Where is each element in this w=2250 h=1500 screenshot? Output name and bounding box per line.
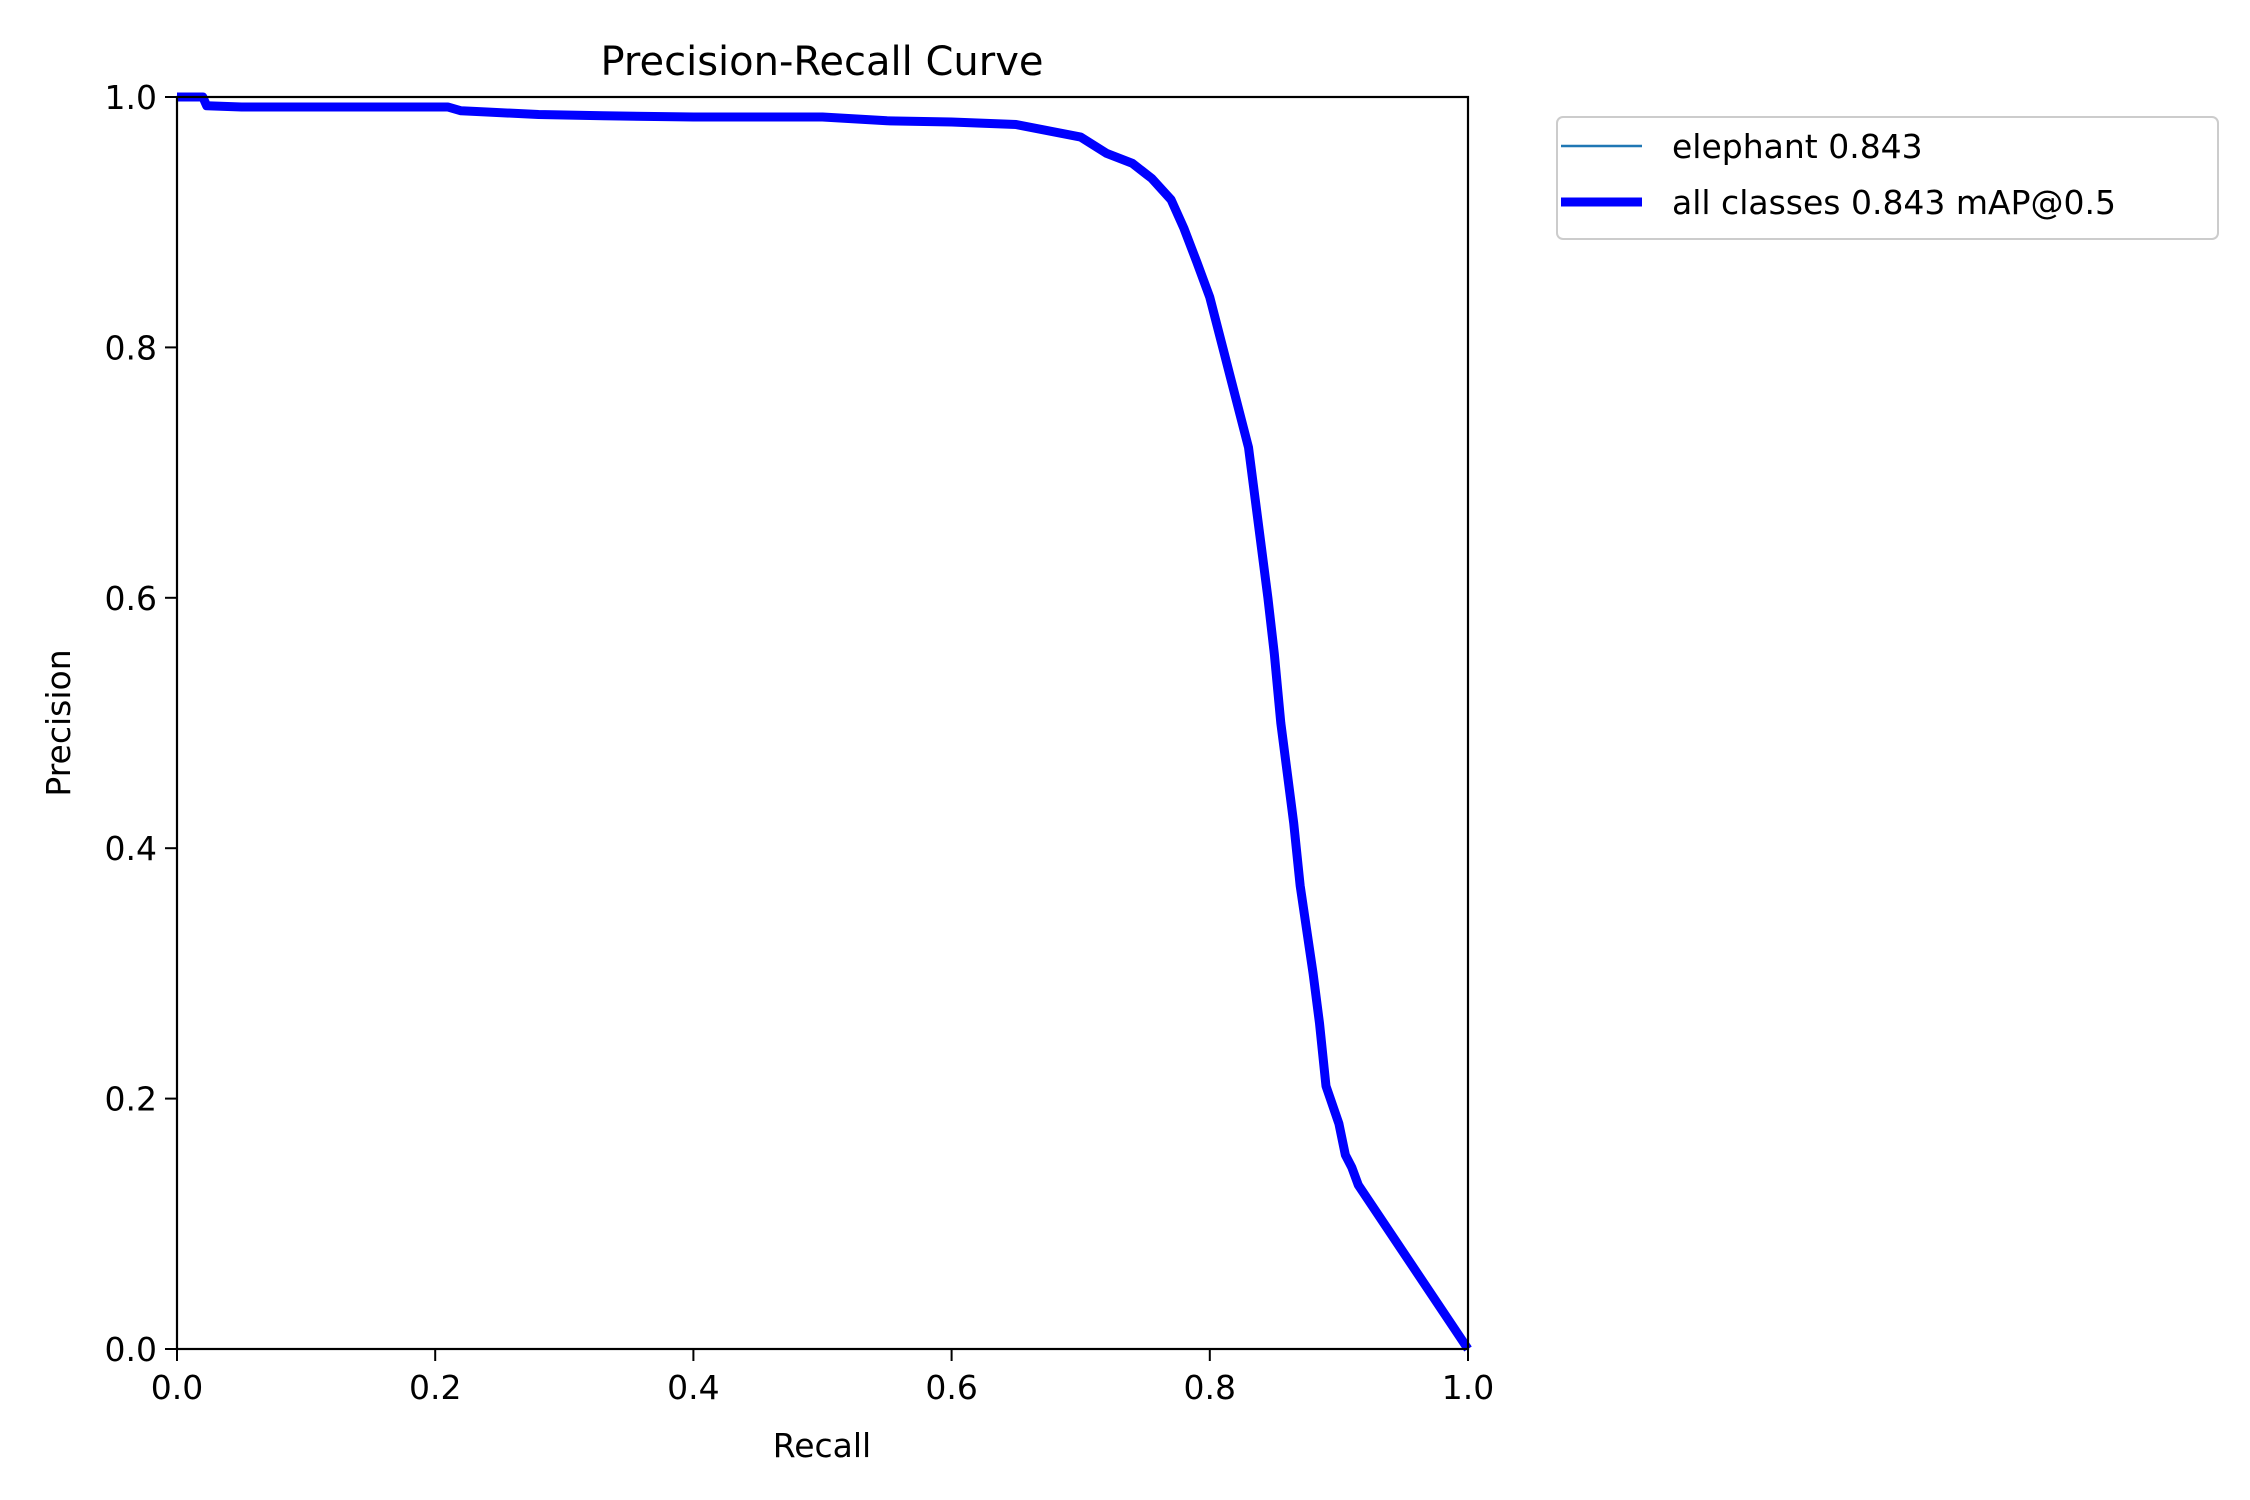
x-tick-label: 0.4 [667,1368,719,1407]
legend: elephant 0.843 all classes 0.843 mAP@0.5 [1556,116,2219,240]
x-tick-label: 0.2 [409,1368,461,1407]
series-layer [177,92,1472,1352]
x-axis-ticks: 0.0 0.2 0.4 0.6 0.8 1.0 [151,1349,1494,1407]
y-tick-label: 0.4 [105,829,157,868]
axes-frame [175,95,1470,1351]
y-axis-label: Precision [39,649,78,796]
y-tick-label: 0.0 [105,1330,157,1369]
legend-box [1556,116,2219,240]
y-tick-label: 0.8 [105,328,157,367]
legend-label-all-classes: all classes 0.843 mAP@0.5 [1672,183,2116,222]
y-tick-label: 0.2 [105,1080,157,1119]
x-tick-label: 0.8 [1184,1368,1236,1407]
x-tick-label: 0.6 [925,1368,977,1407]
x-tick-label: 1.0 [1442,1368,1494,1407]
series-line-1 [177,92,1472,1352]
y-tick-label: 0.6 [105,579,157,618]
legend-label-elephant: elephant 0.843 [1672,127,1923,166]
plot-area [177,97,1468,1349]
y-tick-label: 1.0 [105,78,157,117]
x-axis-label: Recall [773,1426,871,1465]
y-axis-ticks: 0.0 0.2 0.4 0.6 0.8 1.0 [105,78,177,1369]
x-tick-label: 0.0 [151,1368,203,1407]
chart-title: Precision-Recall Curve [601,39,1044,85]
